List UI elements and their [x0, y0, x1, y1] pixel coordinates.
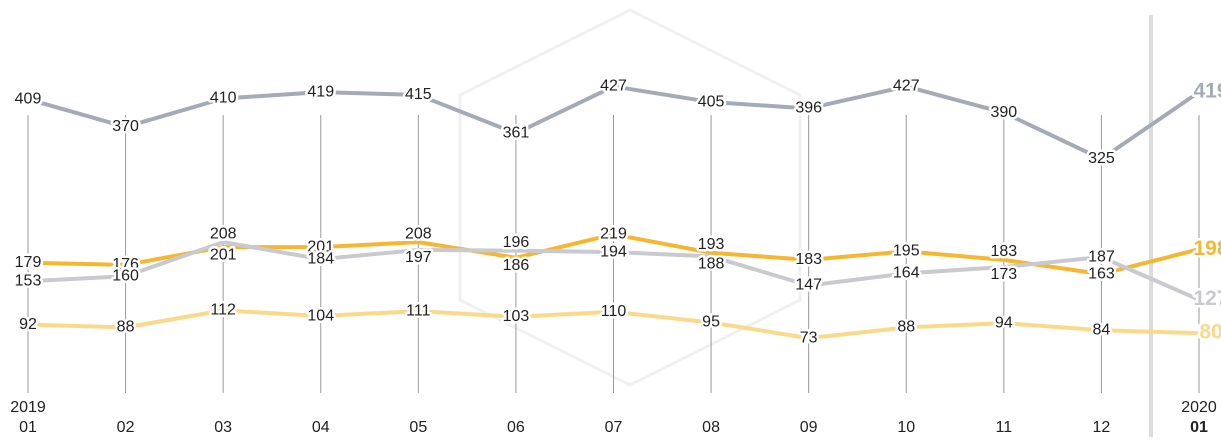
- x-tick-label: 11: [996, 419, 1013, 436]
- data-label: 427: [893, 78, 920, 95]
- data-label: 183: [990, 243, 1017, 260]
- data-label: 405: [698, 93, 725, 110]
- x-tick-label: 07: [605, 419, 623, 436]
- data-label: 195: [893, 243, 920, 260]
- series-line: [27, 240, 1200, 302]
- data-label: 111: [406, 302, 430, 319]
- x-tick-label: 01: [1190, 419, 1208, 436]
- year-label: 2020: [1181, 399, 1217, 416]
- data-label: 415: [405, 86, 432, 103]
- data-label: 201: [210, 246, 237, 263]
- data-label: 88: [897, 319, 915, 336]
- x-tick-label: 01: [19, 419, 37, 436]
- x-tick-label: 10: [897, 419, 915, 436]
- data-label: 94: [995, 314, 1013, 331]
- data-label: 187: [1088, 248, 1115, 265]
- x-tick-label: 06: [507, 419, 525, 436]
- data-label: 186: [503, 257, 530, 274]
- data-label: 427: [600, 78, 627, 95]
- x-tick-label: 02: [117, 419, 135, 436]
- data-label: 219: [600, 226, 627, 243]
- data-label: 361: [503, 125, 530, 142]
- data-label: 103: [503, 308, 530, 325]
- data-label: 201: [307, 238, 334, 255]
- x-tick-label: 04: [312, 419, 330, 436]
- data-label: 80: [1199, 321, 1221, 344]
- data-label: 409: [15, 90, 42, 107]
- data-label: 160: [112, 267, 139, 284]
- data-label: 127: [1193, 287, 1221, 310]
- data-label: 325: [1088, 150, 1115, 167]
- data-label: 370: [112, 118, 139, 135]
- data-label: 73: [800, 329, 818, 346]
- data-label: 104: [307, 307, 334, 324]
- data-label: 419: [307, 83, 334, 100]
- data-label: 95: [702, 314, 720, 331]
- data-label: 164: [893, 265, 920, 282]
- data-label: 184: [307, 250, 334, 267]
- x-tick-label: 03: [214, 419, 232, 436]
- data-label: 183: [795, 251, 822, 268]
- data-label: 396: [795, 100, 822, 117]
- data-label: 208: [405, 225, 432, 242]
- data-label: 419: [1193, 80, 1221, 103]
- data-label: 84: [1093, 321, 1111, 338]
- data-label: 196: [503, 234, 530, 251]
- watermark: [458, 8, 802, 387]
- current-separator: [1149, 15, 1153, 437]
- year-label: 2019: [10, 399, 46, 416]
- data-label: 197: [405, 249, 432, 266]
- series-line: [27, 308, 1200, 341]
- data-label: 390: [990, 104, 1017, 121]
- x-tick-label: 08: [702, 419, 720, 436]
- data-label: 163: [1088, 265, 1115, 282]
- data-label: 176: [112, 256, 139, 273]
- x-tick-label: 12: [1093, 419, 1111, 436]
- data-label: 88: [117, 319, 135, 336]
- data-label: 92: [19, 316, 37, 333]
- x-tick-label: 09: [800, 419, 818, 436]
- data-label: 193: [698, 236, 725, 253]
- data-label: 208: [210, 225, 237, 242]
- data-label: 147: [795, 277, 822, 294]
- data-label: 112: [210, 302, 236, 319]
- data-label: 173: [990, 266, 1017, 283]
- data-label: 198: [1193, 237, 1221, 260]
- data-label: 110: [601, 303, 627, 320]
- data-label: 410: [210, 90, 237, 107]
- data-label: 153: [15, 272, 42, 289]
- data-label: 188: [698, 256, 725, 273]
- x-tick-label: 05: [409, 419, 427, 436]
- data-label: 194: [600, 243, 627, 260]
- series-line: [27, 232, 1200, 277]
- data-label: 179: [15, 254, 42, 271]
- series-line: [27, 84, 1201, 161]
